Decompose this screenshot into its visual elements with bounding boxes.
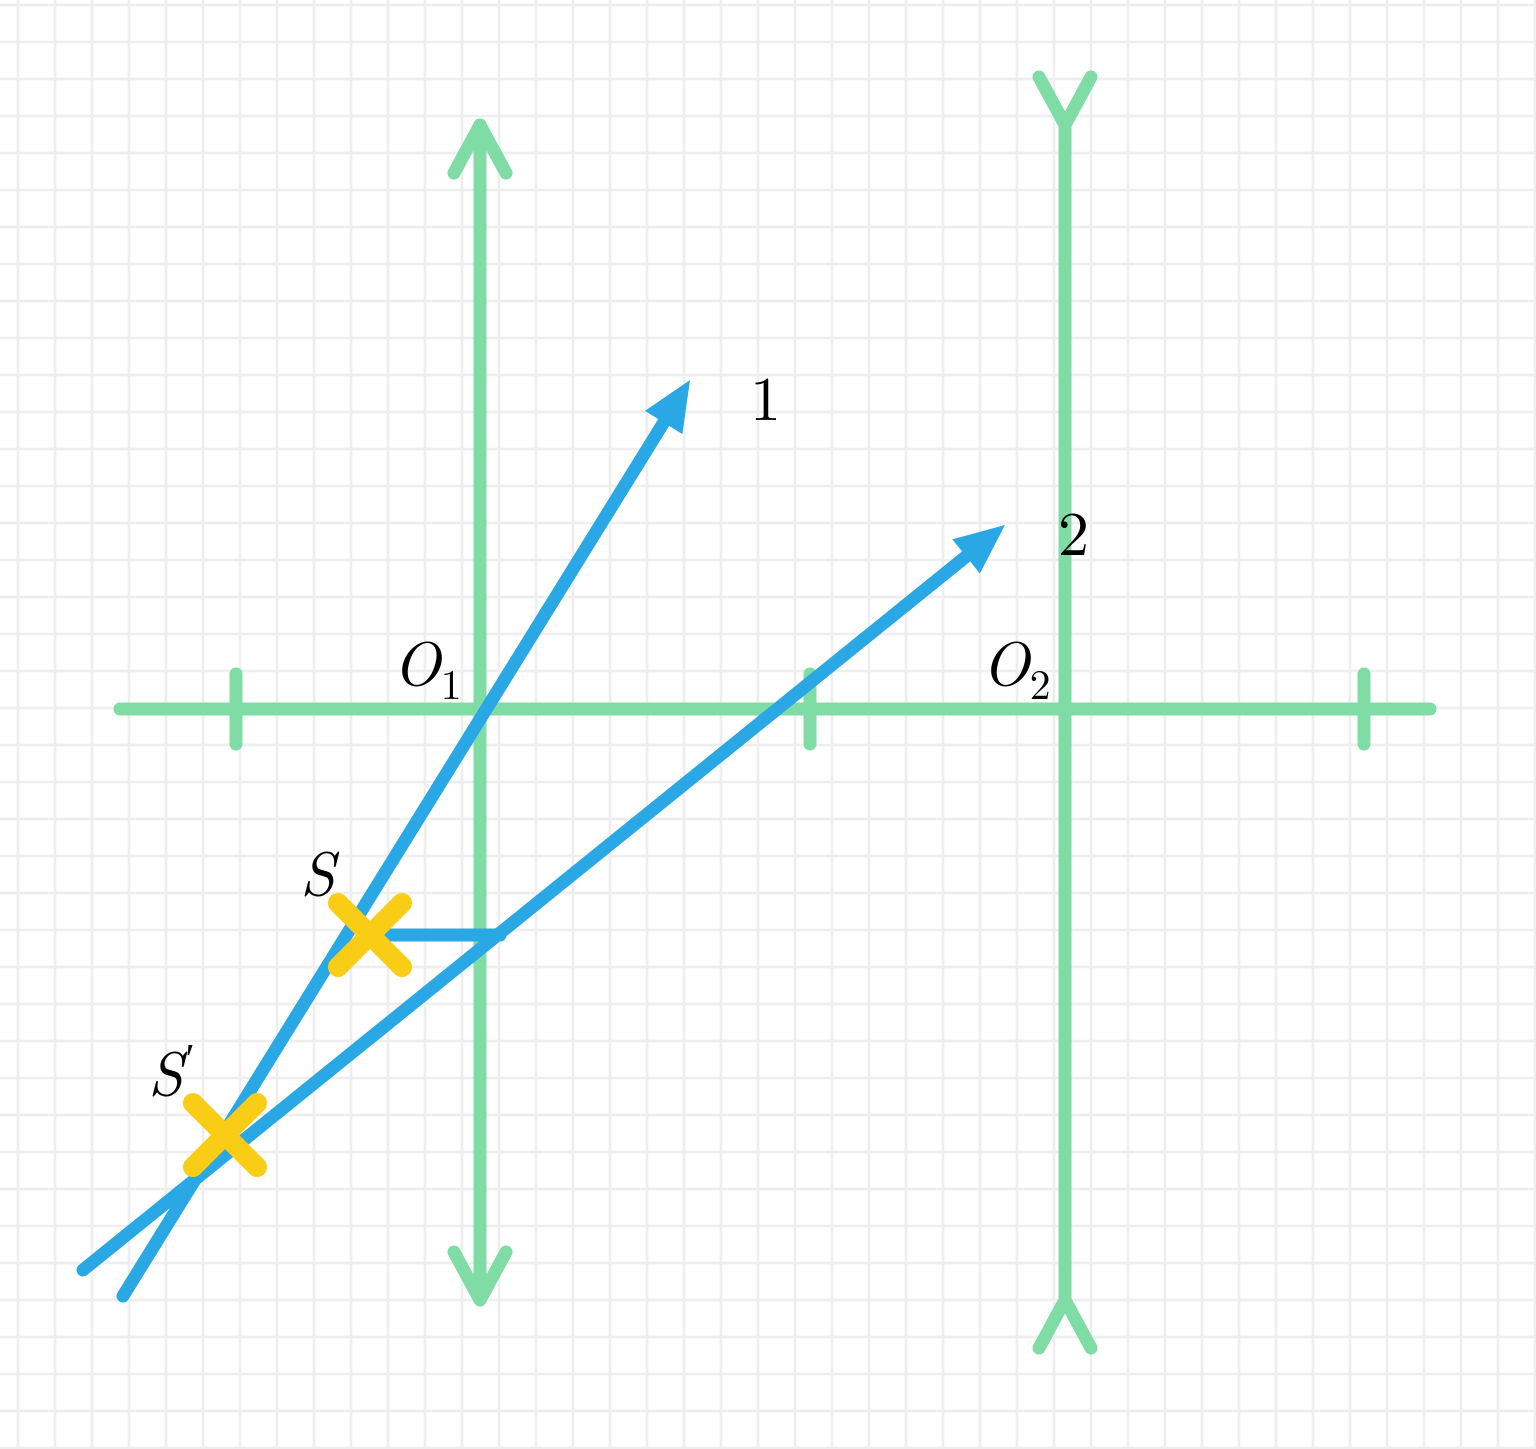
label-ray-2: 2 <box>1058 485 1089 573</box>
label-s: S <box>300 825 340 913</box>
label-ray-1: 1 <box>750 350 781 438</box>
